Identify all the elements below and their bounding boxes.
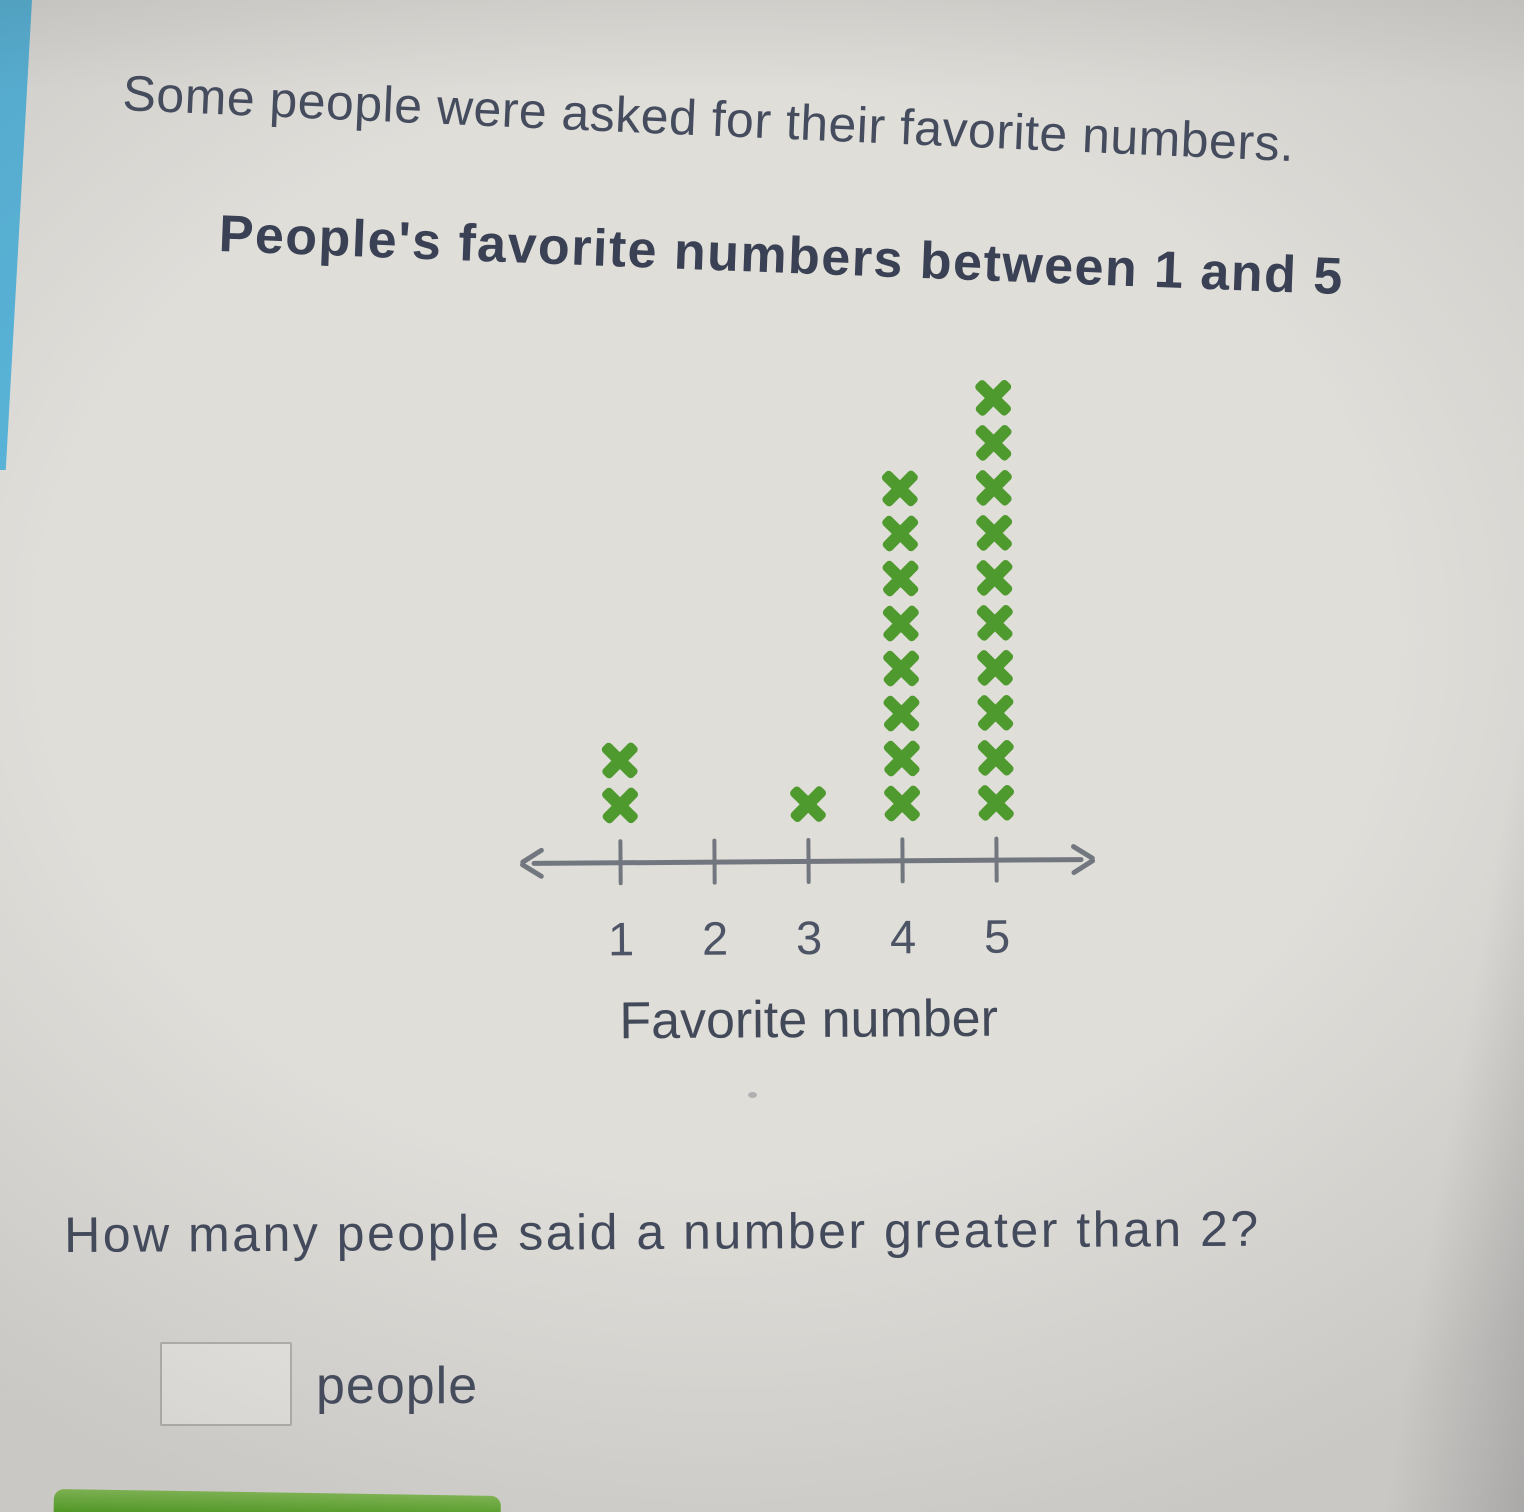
axis-tick-label-1: 1 [607, 912, 635, 966]
axis-tick-2 [667, 838, 761, 885]
axis-tick-label-4: 4 [889, 910, 917, 964]
answer-input[interactable] [160, 1342, 292, 1426]
intro-text: Some people were asked for their favorit… [121, 64, 1296, 173]
submit-button[interactable] [52, 1489, 501, 1512]
answer-unit-label: people [316, 1357, 479, 1415]
axis-tick-label-5: 5 [983, 909, 1011, 963]
axis-tick-labels: 1 2 3 4 5 [574, 908, 1044, 966]
x-axis-label: Favorite number [619, 989, 999, 1051]
axis-tick-4 [855, 837, 949, 884]
axis-tick-label-3: 3 [795, 910, 823, 965]
photo-speck [748, 1092, 757, 1098]
axis-tick-label-2: 2 [701, 911, 729, 965]
x-axis [515, 368, 1097, 892]
axis-tick-5 [949, 836, 1043, 883]
axis-tick-3 [761, 838, 855, 885]
axis-ticks [573, 836, 1043, 885]
question-text: How many people said a number greater th… [64, 1200, 1261, 1263]
chart-title: People's favorite numbers between 1 and … [217, 204, 1345, 307]
screen-edge-strip [0, 0, 32, 470]
dot-plot: 1 2 3 4 5 Favorite number [515, 368, 1098, 1072]
axis-tick-1 [573, 839, 667, 886]
